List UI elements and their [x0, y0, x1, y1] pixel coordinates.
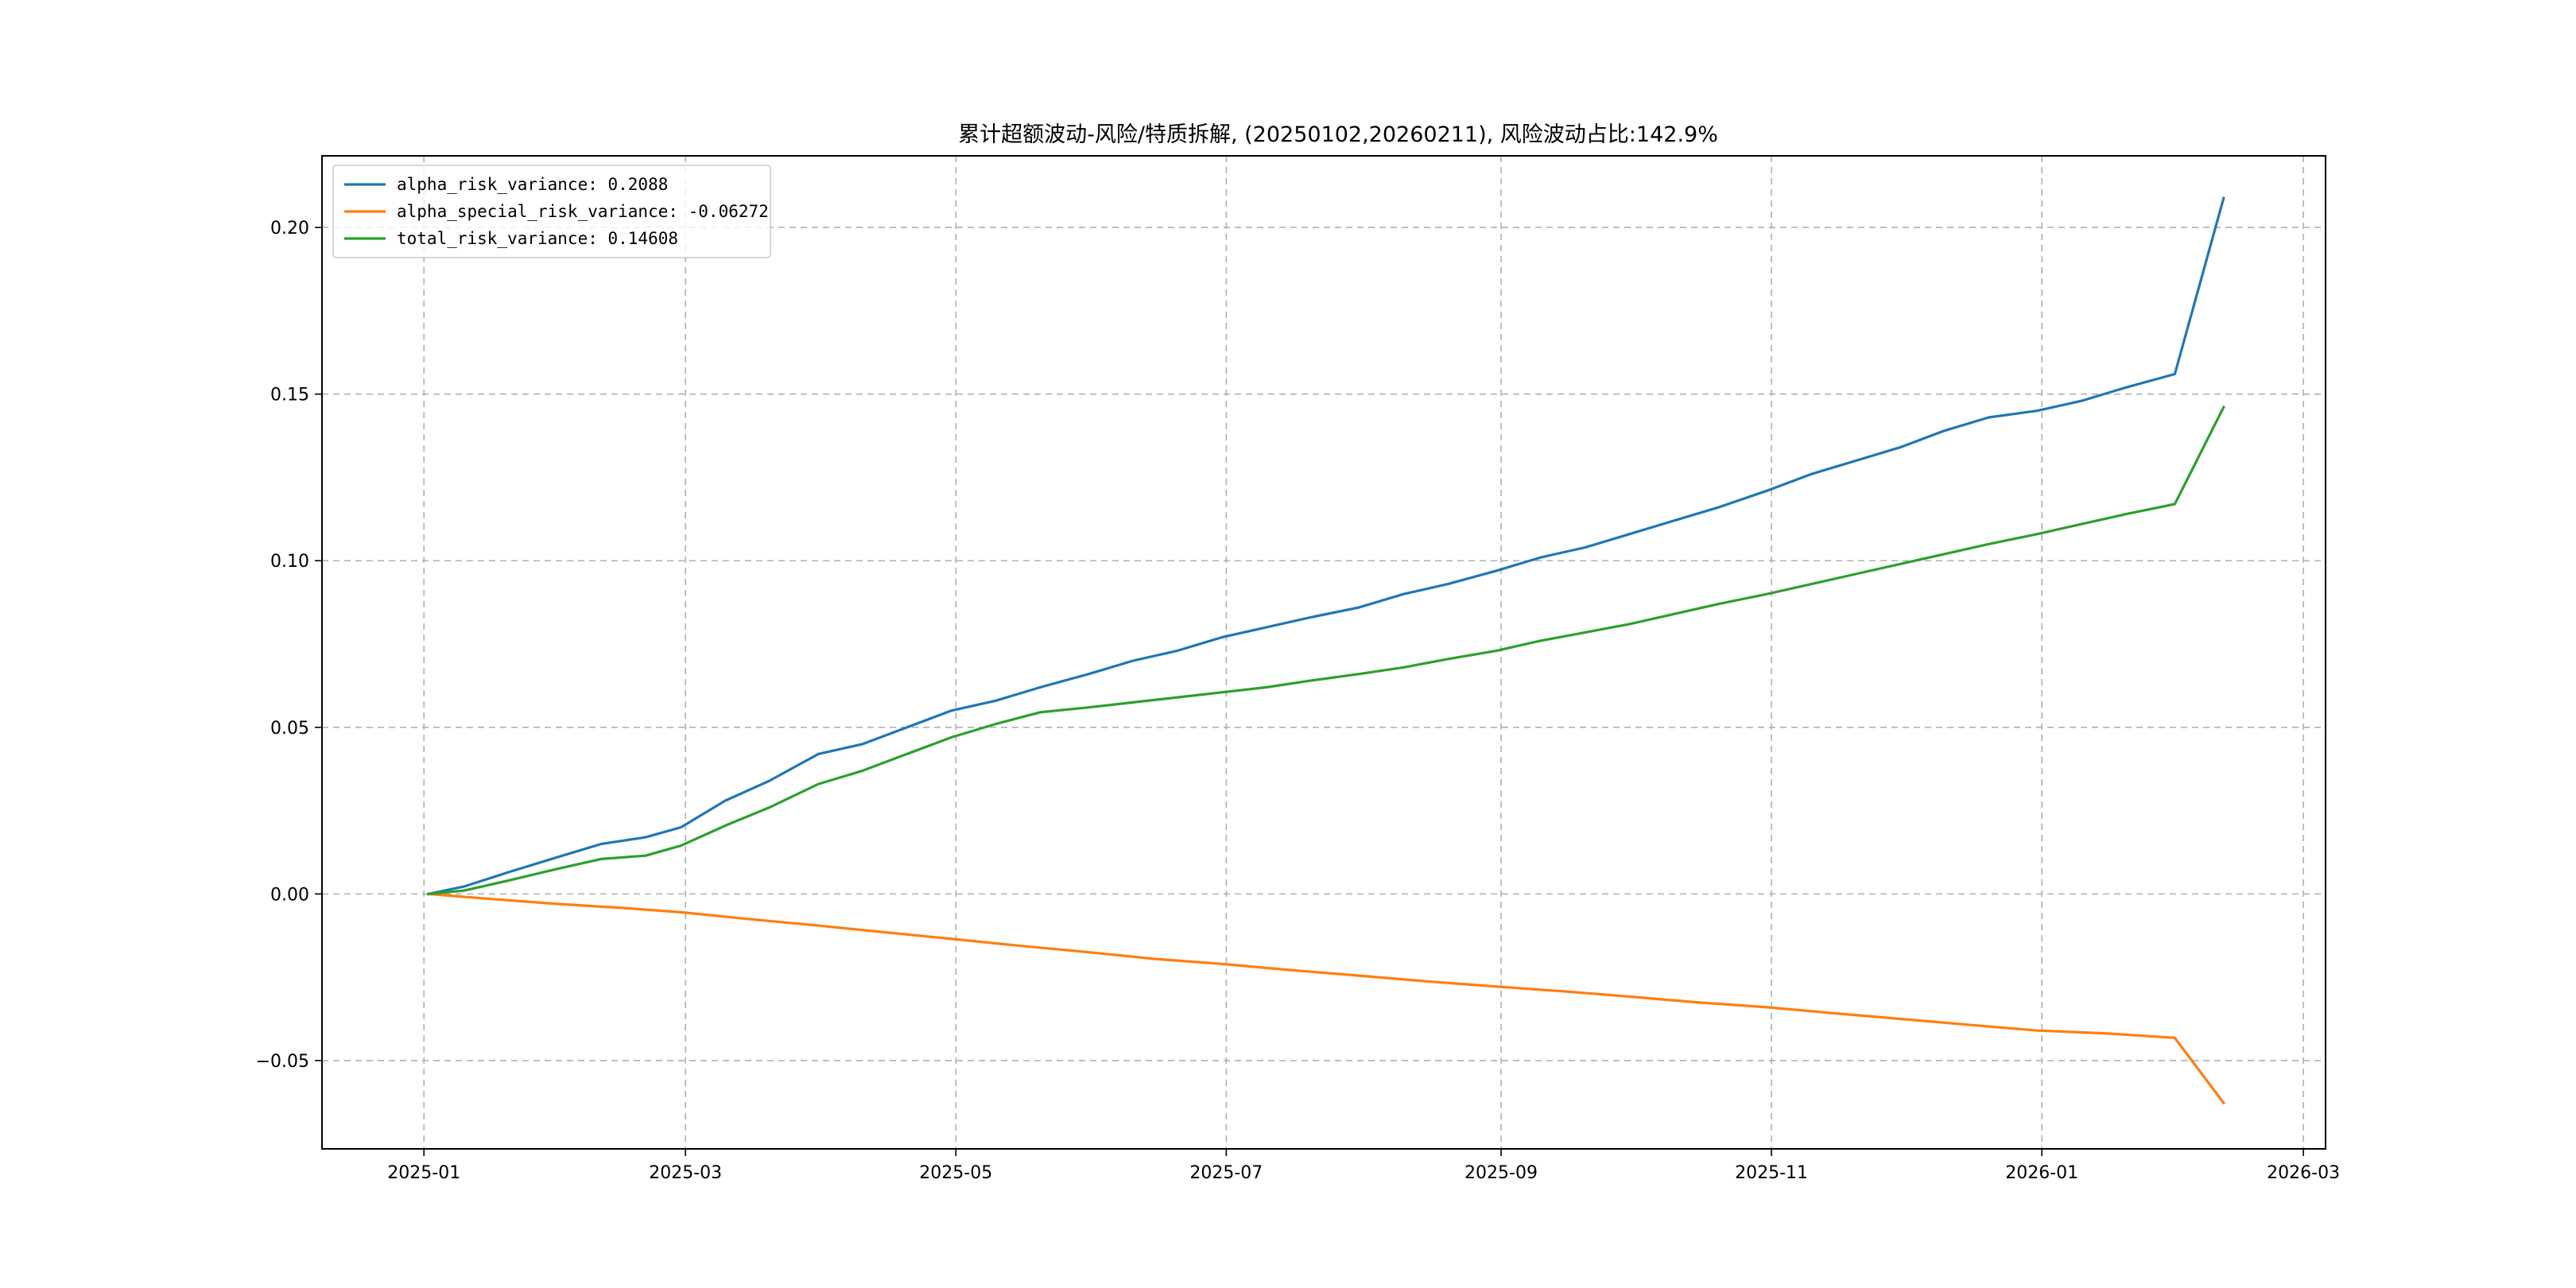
- axes: 2025-01 2025-03 2025-05 2025-07 2025-09 2025-…: [256, 219, 2341, 1183]
- x-tick-label: 2025-03: [649, 1163, 722, 1183]
- legend-box: [332, 165, 771, 258]
- x-tick-label: 2025-09: [1465, 1163, 1538, 1183]
- y-tick-label: 0.10: [270, 552, 309, 572]
- legend-entry: alpha_risk_variance: 0.2088: [397, 175, 668, 194]
- x-tick-label: 2025-07: [1189, 1163, 1263, 1183]
- y-tick-label: −0.05: [256, 1052, 309, 1072]
- series-line-1: [426, 196, 2225, 896]
- legend: alpha_risk_variance: 0.2088 alpha_special…: [332, 165, 771, 258]
- plot-frame: [321, 155, 2326, 1150]
- y-tick-label: 0.05: [270, 719, 309, 739]
- x-tick-label: 2025-01: [387, 1163, 460, 1183]
- y-tick-label: 0.20: [270, 219, 309, 239]
- x-tick-label: 2025-11: [1735, 1163, 1808, 1183]
- y-tick-label: 0.00: [270, 885, 309, 905]
- series-lines: [426, 196, 2226, 1105]
- x-tick-label: 2026-03: [2267, 1163, 2340, 1183]
- series-line-2: [427, 892, 2226, 1105]
- x-tick-label: 2025-05: [919, 1163, 992, 1183]
- x-tick-label: 2026-01: [2005, 1163, 2078, 1183]
- chart-title: 累计超额波动-风险/特质拆解, (20250102,20260211), 风险波…: [958, 122, 1718, 147]
- legend-entry: alpha_special_risk_variance: -0.06272: [397, 202, 769, 221]
- legend-entry: total_risk_variance: 0.14608: [397, 229, 678, 248]
- grid: [322, 156, 2326, 1149]
- y-tick-label: 0.15: [270, 386, 309, 405]
- series-line-3: [427, 405, 2225, 896]
